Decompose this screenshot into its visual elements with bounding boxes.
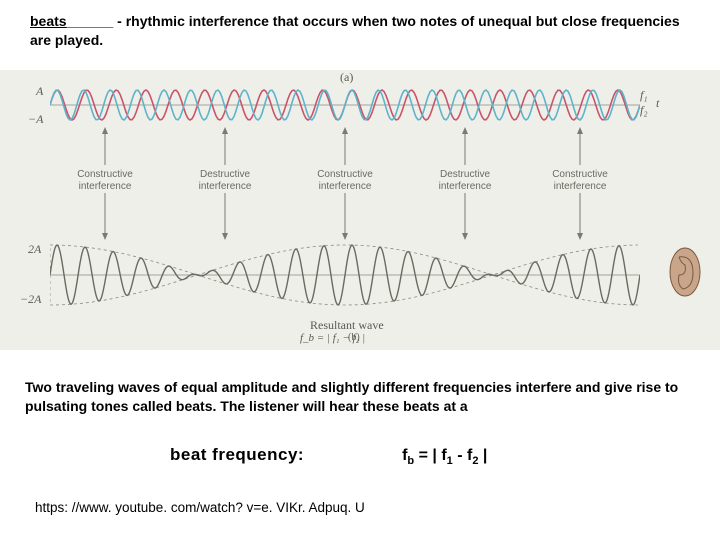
axis-f2: f₂ <box>640 103 648 118</box>
resultant-wave-plot <box>50 235 640 315</box>
definition-rest: - rhythmic interference that occurs when… <box>30 13 680 48</box>
ear-icon <box>665 245 705 300</box>
panel-b: (b) <box>348 332 360 343</box>
axis-A: A <box>36 84 43 99</box>
beat-frequency-row: beat frequency: fb = | f1 - f2 | <box>0 445 720 467</box>
youtube-url: https: //www. youtube. com/watch? v=e. V… <box>35 500 365 515</box>
beats-diagram: A −A f₁ f₂ t (a) Constructiveinterferenc… <box>0 70 720 350</box>
axis-f1: f₁ <box>640 88 648 103</box>
beat-frequency-formula: fb = | f1 - f2 | <box>402 447 487 467</box>
resultant-label: Resultant wave <box>310 318 384 333</box>
axis-neg2A: −2A <box>20 292 41 307</box>
interference-label: Constructiveinterference <box>65 169 145 192</box>
beat-frequency-label: beat frequency: <box>170 445 304 465</box>
term-spacer: ______ <box>67 13 114 29</box>
term: beats <box>30 13 67 29</box>
interference-label: Destructiveinterference <box>425 169 505 192</box>
axis-2A: 2A <box>28 242 41 257</box>
two-waves-plot <box>50 80 640 130</box>
caption-text: Two traveling waves of equal amplitude a… <box>25 378 695 416</box>
interference-label: Destructiveinterference <box>185 169 265 192</box>
interference-label: Constructiveinterference <box>305 169 385 192</box>
axis-t: t <box>656 96 659 111</box>
interference-label: Constructiveinterference <box>540 169 620 192</box>
definition-text: beats______ - rhythmic interference that… <box>30 12 690 50</box>
